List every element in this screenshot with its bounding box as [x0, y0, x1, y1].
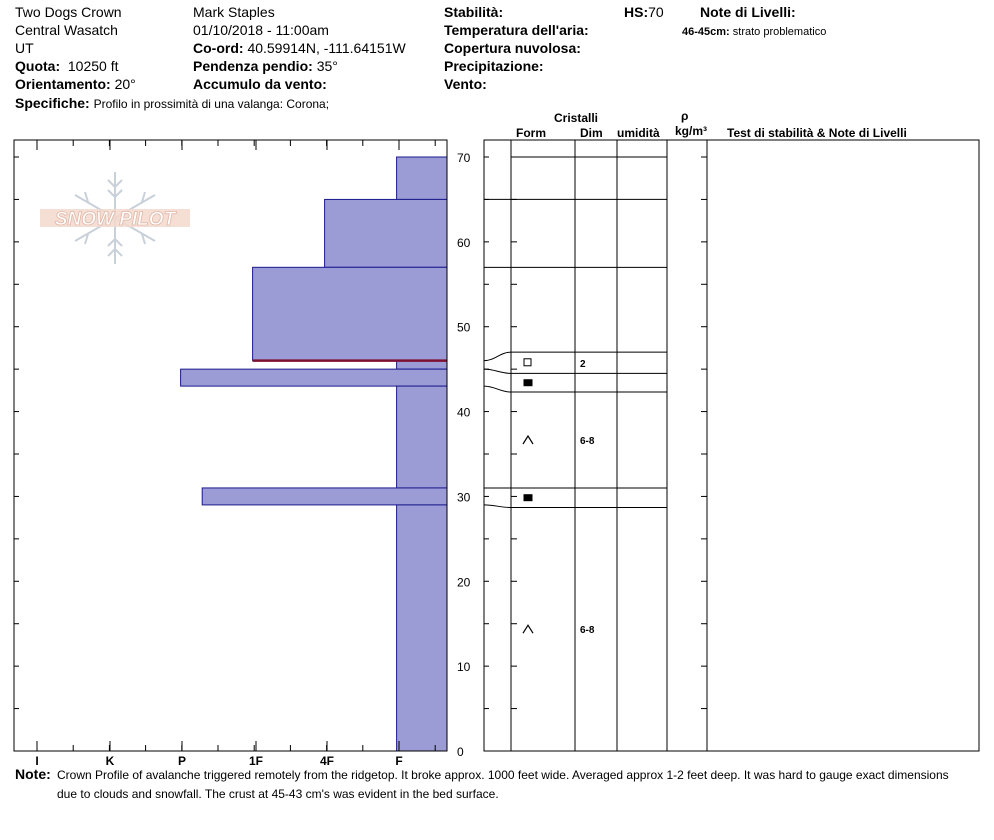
range-name: Central Wasatch [15, 22, 118, 38]
grain-connector-3 [483, 351, 512, 362]
x-tick-label-1F: 1F [249, 754, 263, 768]
rho-header: ρ [681, 109, 689, 123]
note-text: Crown Profile of avalanche triggered rem… [57, 766, 949, 804]
coordinates: Co-ord: 40.59914N, -111.64151W [193, 40, 406, 56]
slope-angle: Pendenza pendio: 35° [193, 58, 338, 74]
observer-name: Mark Staples [193, 4, 275, 20]
aspect-value: 20° [114, 76, 136, 92]
grain-size-3: 2 [580, 359, 586, 370]
specifics: Specifiche: Profilo in prossimità di una… [15, 95, 329, 112]
grain-symbol-caret-7 [522, 624, 534, 634]
y-tick-label-60: 60 [457, 236, 471, 250]
hardness-bar-3 [252, 266, 448, 362]
aspect-label: Orientamento: [15, 76, 111, 92]
stability-label: Stabilità: [444, 4, 504, 20]
specifics-value: Profilo in prossimità di una valanga: Co… [93, 97, 330, 111]
hardness-bar-1 [396, 156, 448, 200]
hardness-plot-frame [13, 139, 448, 752]
observation-datetime: 01/10/2018 - 11:00am [193, 22, 329, 38]
hardness-bar-7 [201, 487, 448, 506]
hardness-bar-4 [396, 360, 448, 370]
x-tick-label-K: K [106, 754, 115, 768]
hardness-bar-8 [396, 504, 448, 752]
grain-connector-7 [483, 504, 512, 508]
hs-label: HS: [624, 4, 649, 20]
grain-size-5: 6-8 [580, 436, 595, 447]
hs-value: 70 [648, 4, 664, 20]
grain-symbol-filled-6 [523, 494, 533, 502]
state-name: UT [15, 40, 34, 56]
x-tick-label-F: F [395, 754, 402, 768]
grain-table: 2 6-8 6-8 [483, 139, 980, 752]
snowpilot-logo: SNOW PILOT [40, 172, 190, 264]
hardness-bar-2 [324, 198, 448, 268]
elevation-value: 10250 ft [67, 58, 119, 74]
slope-label: Pendenza pendio: [193, 58, 313, 74]
crystals-header: Cristalli [554, 111, 599, 125]
grain-connector-5 [483, 385, 512, 393]
grain-connector-4 [483, 368, 512, 374]
density-unit-header: kg/m³ [675, 124, 708, 138]
grain-size-7: 6-8 [580, 625, 595, 636]
form-header: Form [516, 126, 546, 140]
layer-note-text: strato problematico [732, 26, 827, 38]
note-line-2: due to clouds and snowfall. The crust at… [57, 787, 499, 801]
elevation-label: Quota: [15, 58, 61, 74]
y-tick-label-50: 50 [457, 321, 471, 335]
wind-label: Vento: [444, 76, 487, 92]
grain-symbol-filled-4 [523, 379, 533, 387]
y-tick-label-10: 10 [457, 660, 471, 674]
grain-symbol-square-3 [523, 358, 532, 367]
layer-note: 46-45cm: strato problematico [682, 24, 826, 40]
hardness-bar-6 [396, 385, 448, 489]
note-line-1: Crown Profile of avalanche triggered rem… [57, 768, 949, 782]
y-tick-label-20: 20 [457, 575, 471, 589]
snow-height: HS:70 [624, 4, 664, 20]
wind-loading-label: Accumulo da vento: [193, 76, 327, 92]
x-tick-label-4F: 4F [320, 754, 334, 768]
stability-notes-header: Test di stabilità & Note di Livelli [727, 126, 907, 140]
y-tick-label-0: 0 [457, 745, 464, 759]
y-tick-label-40: 40 [457, 406, 471, 420]
hardness-plot: I K P 1F 4F F 0 10 20 30 40 50 60 70 [13, 139, 471, 768]
x-tick-label-I: I [35, 754, 38, 768]
hardness-bar-5 [180, 368, 448, 387]
cloud-cover-label: Copertura nuvolosa: [444, 40, 581, 56]
note-label: Note: [15, 766, 51, 782]
x-tick-label-P: P [178, 754, 186, 768]
logo-text: SNOW PILOT [55, 209, 177, 230]
coord-label: Co-ord: [193, 40, 244, 56]
humidity-header: umidità [617, 126, 660, 140]
aspect: Orientamento: 20° [15, 76, 136, 92]
precipitation-label: Precipitazione: [444, 58, 544, 74]
dim-header: Dim [580, 126, 603, 140]
location-name: Two Dogs Crown [15, 4, 122, 20]
air-temp-label: Temperatura dell'aria: [444, 22, 589, 38]
layer-note-range: 46-45cm: [682, 26, 730, 38]
layer-notes-label: Note di Livelli: [700, 4, 796, 20]
slope-value: 35° [316, 58, 338, 74]
y-tick-label-70: 70 [457, 151, 471, 165]
specifics-label: Specifiche: [15, 95, 90, 111]
y-tick-label-30: 30 [457, 490, 471, 504]
elevation: Quota: 10250 ft [15, 58, 119, 74]
grain-table-frame [483, 139, 980, 752]
coord-value: 40.59914N, -111.64151W [247, 40, 406, 56]
grain-symbol-caret-5 [522, 434, 534, 445]
